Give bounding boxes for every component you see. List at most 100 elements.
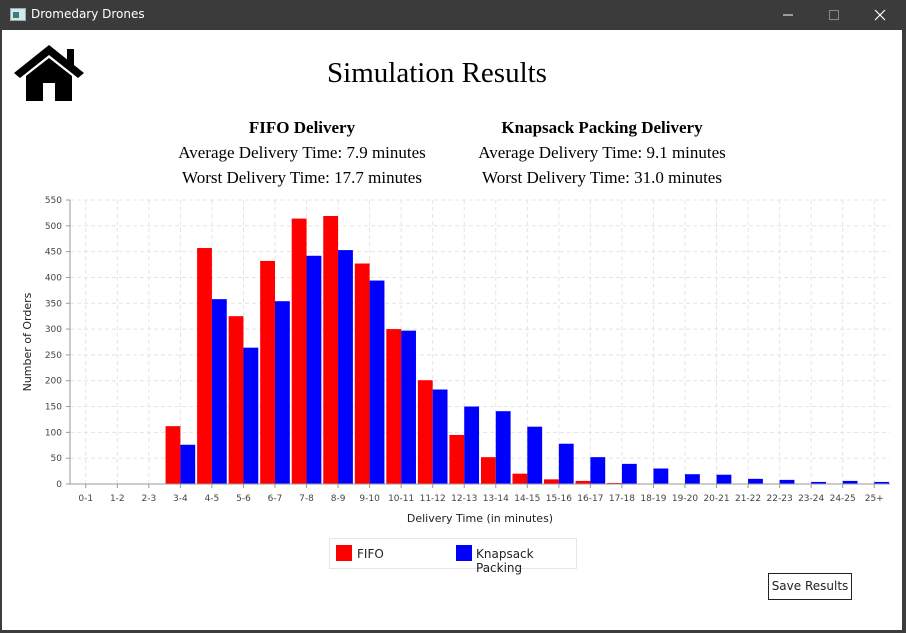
legend-swatch-knapsack (456, 545, 472, 561)
knapsack-bar (621, 463, 637, 484)
app-icon (10, 8, 26, 21)
x-tick-label: 5-6 (236, 494, 251, 504)
x-tick-label: 1-2 (110, 494, 125, 504)
x-tick-label: 3-4 (173, 494, 188, 504)
x-tick-label: 12-13 (451, 494, 477, 504)
y-tick-label: 350 (45, 299, 62, 309)
x-tick-label: 4-5 (205, 494, 220, 504)
legend-swatch-fifo (336, 545, 352, 561)
y-tick-label: 300 (45, 325, 62, 335)
fifo-heading: FIFO Delivery (248, 118, 356, 137)
knapsack-bar (338, 250, 353, 484)
x-tick-label: 9-10 (359, 494, 380, 504)
knapsack-bar (874, 481, 890, 484)
x-tick-label: 19-20 (672, 494, 698, 504)
x-tick-label: 0-1 (78, 494, 93, 504)
knapsack-bar (369, 280, 385, 484)
knapsack-average: Average Delivery Time: 9.1 minutes (478, 143, 726, 162)
knapsack-bar (180, 444, 196, 484)
maximize-icon (829, 10, 839, 20)
y-tick-label: 250 (45, 351, 62, 361)
x-tick-label: 18-19 (640, 494, 666, 504)
home-icon[interactable] (14, 43, 84, 103)
fifo-bar (480, 457, 496, 484)
knapsack-bar (401, 330, 416, 484)
x-axis-label: Delivery Time (in minutes) (407, 512, 553, 525)
x-tick-label: 6-7 (268, 494, 283, 504)
knapsack-bar (685, 474, 700, 484)
fifo-worst: Worst Delivery Time: 17.7 minutes (182, 168, 422, 187)
x-tick-label: 15-16 (546, 494, 572, 504)
knapsack-bar (306, 255, 322, 484)
close-button[interactable] (857, 0, 903, 30)
fifo-bar (449, 434, 465, 484)
save-results-button[interactable]: Save Results (768, 573, 852, 600)
y-tick-label: 550 (45, 196, 62, 206)
y-tick-label: 450 (45, 248, 62, 258)
x-tick-label: 7-8 (299, 494, 314, 504)
fifo-bar (512, 473, 528, 484)
x-tick-label: 11-12 (420, 494, 446, 504)
y-tick-label: 500 (45, 222, 62, 232)
knapsack-bar (495, 411, 511, 484)
x-tick-label: 20-21 (703, 494, 729, 504)
y-tick-label: 50 (51, 454, 63, 464)
x-tick-label: 17-18 (609, 494, 635, 504)
knapsack-bar (243, 347, 259, 484)
knapsack-worst: Worst Delivery Time: 31.0 minutes (482, 168, 722, 187)
fifo-average: Average Delivery Time: 7.9 minutes (178, 143, 426, 162)
knapsack-stats: Knapsack Packing Delivery Average Delive… (452, 115, 752, 190)
chart-legend: FIFO Knapsack Packing (329, 538, 577, 575)
window-title: Dromedary Drones (31, 7, 145, 21)
knapsack-heading: Knapsack Packing Delivery (501, 118, 703, 137)
knapsack-bar (748, 478, 763, 484)
knapsack-bar (558, 443, 574, 484)
x-tick-label: 16-17 (577, 494, 603, 504)
y-tick-label: 150 (45, 403, 62, 413)
knapsack-bar (842, 480, 858, 484)
y-tick-label: 100 (45, 428, 62, 438)
fifo-bar (417, 380, 433, 484)
legend-label-knapsack: Knapsack Packing (476, 547, 534, 575)
x-tick-label: 8-9 (331, 494, 346, 504)
y-tick-label: 200 (45, 377, 62, 387)
knapsack-bar (432, 389, 448, 484)
minimize-icon (783, 14, 793, 16)
knapsack-bar (779, 479, 795, 484)
plot-area (70, 200, 890, 484)
fifo-bar (197, 248, 212, 484)
x-tick-label: 23-24 (798, 494, 824, 504)
fifo-bar (165, 426, 181, 484)
y-tick-label: 0 (56, 480, 62, 490)
x-tick-label: 2-3 (141, 494, 156, 504)
knapsack-bar (211, 299, 227, 484)
delivery-time-histogram: 0 50 100 150 200 250 300 350 400 450 500 550 0-1 1-2 2… (21, 196, 890, 525)
knapsack-bar (811, 481, 826, 484)
close-icon (874, 9, 886, 21)
fifo-bar (228, 316, 244, 484)
knapsack-bar (464, 406, 480, 484)
knapsack-bar (275, 301, 290, 484)
x-tick-label: 10-11 (388, 494, 414, 504)
fifo-bar (544, 479, 559, 484)
fifo-stats: FIFO Delivery Average Delivery Time: 7.9… (152, 115, 452, 190)
legend-label-fifo: FIFO (357, 547, 384, 561)
fifo-bar (354, 263, 370, 484)
x-tick-label: 22-23 (767, 494, 793, 504)
fifo-bar (386, 329, 402, 484)
fifo-bar (575, 480, 591, 484)
x-tick-label: 21-22 (735, 494, 761, 504)
minimize-button[interactable] (765, 0, 811, 30)
x-tick-label: 13-14 (483, 494, 509, 504)
maximize-button[interactable] (811, 0, 857, 30)
knapsack-bar (527, 426, 543, 484)
x-tick-label: 14-15 (514, 494, 540, 504)
y-tick-label: 400 (45, 273, 62, 283)
fifo-bar (323, 216, 339, 485)
y-axis-label: Number of Orders (21, 292, 34, 391)
window-titlebar: Dromedary Drones (0, 0, 906, 30)
fifo-bar (291, 218, 307, 484)
page-title: Simulation Results (327, 57, 547, 89)
main-content: Simulation Results FIFO Delivery Average… (2, 30, 902, 630)
fifo-bar (607, 482, 622, 484)
